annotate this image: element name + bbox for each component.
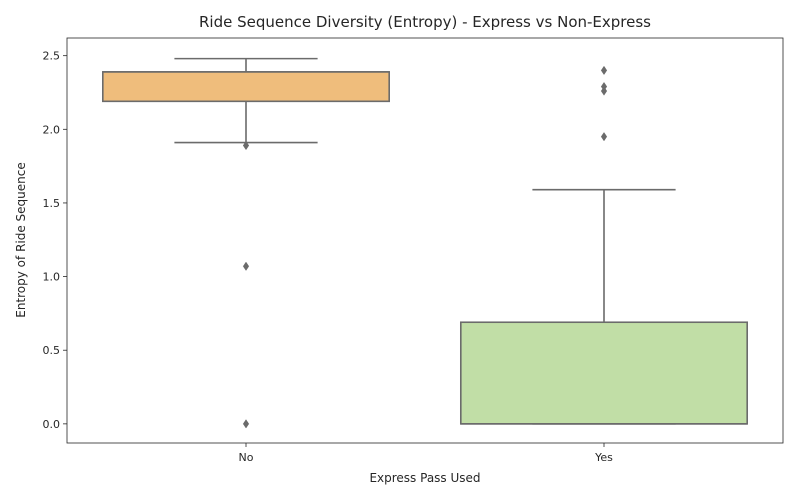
outlier-point [600,81,608,92]
y-axis-label: Entropy of Ride Sequence [14,162,28,318]
outlier-point [242,419,250,429]
chart-title: Ride Sequence Diversity (Entropy) - Expr… [199,13,651,31]
y-tick-label: 1.5 [43,197,61,210]
box-iqr [102,71,390,103]
plot-area-frame [66,37,784,444]
outlier-point [242,140,250,151]
y-tick-label: 0.5 [43,344,61,357]
x-axis-label: Express Pass Used [369,471,480,485]
boxes [102,57,748,429]
x-tick-label: No [239,451,254,464]
y-tick-label: 2.5 [43,50,61,63]
y-tick-label: 1.0 [43,271,61,284]
box-iqr [459,321,748,425]
y-axis: 0.0 0.5 1.0 1.5 2.0 2.5 [43,50,67,431]
box-group-yes [459,65,748,425]
outlier-point [600,65,608,76]
box-group-no [102,57,390,429]
y-tick-label: 2.0 [43,123,61,136]
x-axis: No Yes [239,443,613,464]
x-tick-label: Yes [594,451,613,464]
outlier-point [242,261,250,271]
outlier-point [600,132,608,142]
y-tick-label: 0.0 [43,418,61,431]
